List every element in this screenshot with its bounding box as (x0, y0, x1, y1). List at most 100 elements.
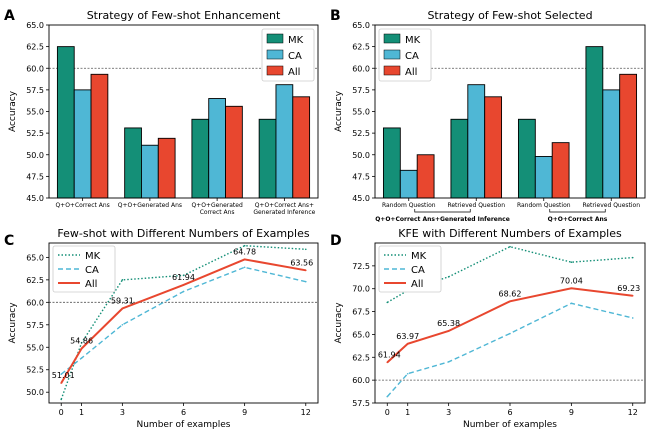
data-label: 54.86 (70, 337, 93, 346)
y-tick-label: 60.0 (352, 376, 370, 385)
bar-all (225, 105, 243, 199)
bar-all (157, 137, 176, 199)
panel-letter-b: B (330, 8, 341, 24)
y-tick-label: 47.5 (26, 172, 44, 181)
chart-title: KFE with Different Numbers of Examples (398, 227, 622, 240)
y-tick-label: 50.0 (26, 151, 44, 160)
group-label: Q+O+Correct Ans+Generated Inference (375, 216, 510, 223)
series-line-all (386, 287, 633, 364)
chart-title: Strategy of Few-shot Enhancement (87, 9, 281, 22)
data-point-all (509, 300, 511, 303)
y-tick-label: 60.0 (26, 64, 44, 73)
data-point-ca (447, 361, 450, 363)
y-tick-label: 62.5 (26, 276, 44, 285)
x-tick-label: Q+O+Generated (191, 202, 243, 209)
panel-a-bar-chart: Strategy of Few-shot Enhancement 45.0 47.5… (8, 9, 319, 216)
data-point-mk (509, 245, 511, 248)
x-tick-label: 0 (59, 408, 64, 417)
legend-label-ca: CA (405, 51, 419, 62)
y-tick-label: 60.0 (352, 64, 370, 73)
data-label: 65.38 (437, 319, 460, 328)
legend-swatch-mk (383, 33, 401, 44)
legend-swatch-all (266, 65, 284, 76)
y-tick-label: 72.5 (352, 262, 370, 271)
data-point-mk (182, 274, 185, 277)
x-tick-label: 12 (301, 408, 311, 417)
x-tick-label: 1 (79, 408, 84, 417)
y-tick-label: 47.5 (352, 172, 370, 181)
bar-all (416, 154, 435, 199)
data-label: 51.01 (52, 371, 75, 380)
bar-all (619, 73, 638, 199)
y-tick-label: 55.0 (352, 108, 370, 117)
x-tick-label: Retrieved Question (582, 202, 640, 209)
y-tick-label: 65.0 (352, 330, 370, 339)
x-tick-label: 12 (628, 408, 638, 417)
data-point-all (182, 284, 185, 286)
data-point-ca (121, 323, 124, 326)
panel-c-line-chart: Few-shot with Different Numbers of Examp… (8, 227, 319, 430)
data-point-ca (304, 280, 307, 283)
bar-all (484, 96, 503, 199)
x-tick-label: 6 (507, 408, 512, 417)
x-tick-label: 3 (120, 408, 125, 417)
x-tick-label: Q+O+Correct Ans (55, 202, 109, 209)
data-label: 61.94 (172, 273, 195, 282)
plot-frame (374, 242, 646, 404)
data-point-all (570, 287, 573, 290)
legend-swatch-ca (266, 49, 284, 60)
plot-frame (48, 24, 319, 199)
y-axis-label: Accuracy (334, 302, 344, 344)
series-line-mk (60, 244, 306, 400)
legend-label-all: All (405, 67, 417, 78)
legend-swatch-mk (266, 33, 284, 44)
data-point-ca (60, 373, 63, 376)
data-point-all (406, 343, 409, 345)
legend-box (52, 245, 116, 293)
bar-ca (467, 84, 486, 199)
data-label: 68.62 (499, 289, 522, 298)
y-tick-label: 45.0 (26, 194, 44, 203)
y-tick-label: 52.5 (352, 129, 370, 138)
bar-mk (56, 46, 75, 199)
legend-swatch-all (383, 65, 401, 76)
data-point-ca (570, 302, 573, 305)
legend-label-mk: MK (405, 35, 421, 46)
legend-label-ca: CA (85, 265, 99, 276)
x-tick-label: 1 (405, 408, 410, 417)
legend-label-ca: CA (411, 265, 425, 276)
chart-title: Strategy of Few-shot Selected (427, 9, 592, 22)
bar-ca (399, 169, 418, 199)
data-label: 64.78 (233, 247, 256, 256)
x-tick-label: Correct Ans (200, 209, 235, 216)
data-label: 63.97 (396, 332, 419, 341)
bar-ca (73, 89, 92, 199)
bar-mk (258, 118, 277, 199)
panel-letter-d: D (330, 233, 342, 249)
data-point-ca (631, 317, 634, 319)
legend-label-all: All (288, 67, 300, 78)
x-tick-label: Retrieved Question (447, 202, 505, 209)
data-label: 61.94 (378, 350, 401, 359)
data-point-mk (60, 398, 63, 401)
bar-mk (517, 118, 536, 199)
data-point-mk (570, 261, 573, 264)
data-point-all (304, 269, 307, 272)
x-tick-label: Q+O+Generated Ans (118, 202, 182, 209)
y-tick-label: 50.0 (26, 388, 44, 397)
y-tick-label: 57.5 (26, 86, 44, 95)
x-tick-label: 9 (569, 408, 574, 417)
y-tick-label: 62.5 (26, 43, 44, 52)
y-tick-label: 57.5 (26, 321, 44, 330)
x-tick-label: 9 (242, 408, 247, 417)
panel-d-line-chart: KFE with Different Numbers of Examples 57… (334, 227, 646, 430)
bar-ca (602, 89, 621, 199)
x-tick-label: Q+O+Correct Ans+ (255, 202, 314, 209)
bar-ca (208, 98, 226, 199)
data-point-mk (304, 248, 307, 251)
group-bracket (549, 209, 606, 213)
y-tick-label: 52.5 (26, 129, 44, 138)
bar-mk (382, 127, 401, 199)
y-tick-label: 65.0 (352, 21, 370, 30)
